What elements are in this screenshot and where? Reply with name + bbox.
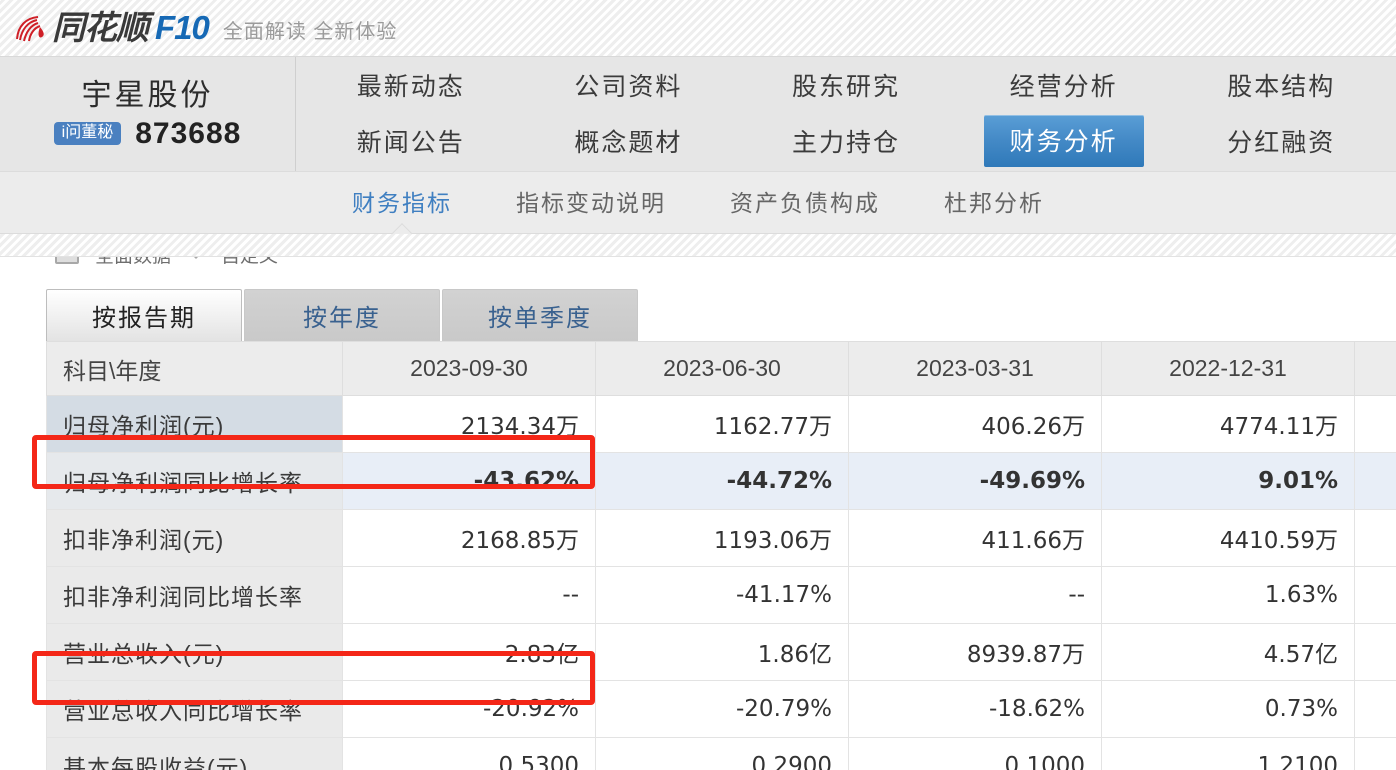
cell-value: 4774.11万 (1101, 395, 1355, 453)
row-label: 扣非净利润(元) (46, 509, 343, 567)
subnav-item-balance-composition[interactable]: 资产负债构成 (730, 189, 880, 216)
stock-code: 873688 (135, 116, 242, 150)
cell-value: -20.79% (595, 680, 849, 738)
nav-items: 最新动态 公司资料 股东研究 经营分析 股本结构 新闻公告 概念题材 主力持仓 … (296, 57, 1396, 171)
subnav-item-dupont-analysis[interactable]: 杜邦分析 (944, 189, 1044, 216)
nav-item-institutional-holdings[interactable]: 主力持仓 (791, 129, 900, 157)
cell-value: -44.72% (595, 452, 849, 510)
tab-by-report-period[interactable]: 按报告期 (46, 289, 242, 341)
tab-by-year[interactable]: 按年度 (244, 289, 440, 341)
row-label: 营业总收入(元) (46, 623, 343, 681)
cell-value: -49.69% (848, 452, 1102, 510)
cell-value: -43.62% (342, 452, 596, 510)
period-tabs: 按报告期 按年度 按单季度 (0, 287, 1396, 341)
content-top-strip (0, 234, 1396, 257)
cell-value: 1.86亿 (595, 623, 849, 681)
nav-item-operating-analysis[interactable]: 经营分析 (1009, 73, 1118, 101)
cell-value: 2.83亿 (342, 623, 596, 681)
stock-identity: 宇星股份 i问董秘 873688 (0, 57, 296, 171)
nav-item-latest[interactable]: 最新动态 (356, 73, 465, 101)
chevron-down-icon[interactable] (187, 257, 206, 259)
table-row: 营业总收入同比增长率 -20.92% -20.79% -18.62% 0.73% (46, 680, 1396, 738)
cell-value-partial (1354, 395, 1396, 453)
cell-value: 0.73% (1101, 680, 1355, 738)
header-subject-year: 科目\年度 (46, 341, 343, 396)
custom-label: 自定义 (221, 257, 278, 268)
brand-slogan: 全面解读 全新体验 (222, 20, 398, 43)
full-data-checkbox[interactable] (55, 257, 79, 264)
cell-value: 9.01% (1101, 452, 1355, 510)
cell-value: 2168.85万 (342, 509, 596, 567)
row-label: 基本每股收益(元) (46, 737, 343, 770)
row-label: 营业总收入同比增长率 (46, 680, 343, 738)
brand-bar: 同花顺 F10 全面解读 全新体验 (0, 0, 1396, 56)
cell-value: -- (848, 566, 1102, 624)
cell-value: 1.63% (1101, 566, 1355, 624)
nav-item-financial-analysis[interactable]: 财务分析 (983, 115, 1144, 167)
header-period-3[interactable]: 2022-12-31 (1101, 341, 1355, 396)
nav-item-shareholder-research[interactable]: 股东研究 (791, 73, 900, 101)
table-row: 扣非净利润(元) 2168.85万 1193.06万 411.66万 4410.… (46, 509, 1396, 567)
cell-value: -18.62% (848, 680, 1102, 738)
financial-table-wrapper: 科目\年度 2023-09-30 2023-06-30 2023-03-31 2… (0, 341, 1396, 770)
sub-navigation: 财务指标 指标变动说明 资产负债构成 杜邦分析 (0, 172, 1396, 234)
cell-value: -41.17% (595, 566, 849, 624)
ask-secretary-badge[interactable]: i问董秘 (53, 122, 122, 146)
main-navigation: 宇星股份 i问董秘 873688 最新动态 公司资料 股东研究 经营分析 股本结… (0, 56, 1396, 172)
cell-value: 2134.34万 (342, 395, 596, 453)
brand-product: F10 (155, 8, 210, 46)
cell-value-partial (1354, 452, 1396, 510)
cell-value: 8939.87万 (848, 623, 1102, 681)
nav-item-concept-themes[interactable]: 概念题材 (574, 129, 683, 157)
cell-value-partial (1354, 680, 1396, 738)
cell-value: 0.5300 (342, 737, 596, 770)
tab-by-single-quarter[interactable]: 按单季度 (442, 289, 638, 341)
data-options-row-clipped: 全面数据 自定义 (0, 257, 1396, 275)
subnav-item-financial-indicators[interactable]: 财务指标 (350, 182, 454, 224)
nav-item-company-profile[interactable]: 公司资料 (574, 73, 683, 101)
stock-name: 宇星股份 (81, 79, 214, 113)
header-period-2[interactable]: 2023-03-31 (848, 341, 1102, 396)
financial-indicators-table: 科目\年度 2023-09-30 2023-06-30 2023-03-31 2… (46, 341, 1396, 770)
table-row: 扣非净利润同比增长率 -- -41.17% -- 1.63% (46, 566, 1396, 624)
table-row: 归母净利润同比增长率 -43.62% -44.72% -49.69% 9.01% (46, 452, 1396, 510)
stock-code-row: i问董秘 873688 (53, 116, 242, 150)
cell-value: 1.2100 (1101, 737, 1355, 770)
header-period-1[interactable]: 2023-06-30 (595, 341, 849, 396)
cell-value-partial (1354, 623, 1396, 681)
table-row: 营业总收入(元) 2.83亿 1.86亿 8939.87万 4.57亿 (46, 623, 1396, 681)
cell-value: -- (342, 566, 596, 624)
cell-value: 0.2900 (595, 737, 849, 770)
nav-item-share-structure[interactable]: 股本结构 (1227, 73, 1336, 101)
nav-item-dividend-financing[interactable]: 分红融资 (1227, 129, 1336, 157)
cell-value: 0.1000 (848, 737, 1102, 770)
cell-value: 4410.59万 (1101, 509, 1355, 567)
cell-value: 411.66万 (848, 509, 1102, 567)
row-label: 扣非净利润同比增长率 (46, 566, 343, 624)
cell-value-partial (1354, 566, 1396, 624)
cell-value: 1162.77万 (595, 395, 849, 453)
header-period-partial (1354, 341, 1396, 396)
subnav-item-indicator-changes[interactable]: 指标变动说明 (516, 189, 666, 216)
full-data-label: 全面数据 (95, 257, 171, 268)
cell-value: -20.92% (342, 680, 596, 738)
cell-value: 1193.06万 (595, 509, 849, 567)
brand-name: 同花顺 (52, 8, 149, 46)
row-label: 归母净利润(元) (46, 395, 343, 453)
header-period-0[interactable]: 2023-09-30 (342, 341, 596, 396)
table-header-row: 科目\年度 2023-09-30 2023-06-30 2023-03-31 2… (46, 341, 1396, 396)
table-row: 基本每股收益(元) 0.5300 0.2900 0.1000 1.2100 (46, 737, 1396, 770)
cell-value-partial (1354, 737, 1396, 770)
cell-value-partial (1354, 509, 1396, 567)
row-label: 归母净利润同比增长率 (46, 452, 343, 510)
cell-value: 406.26万 (848, 395, 1102, 453)
tonghuashun-fan-logo-icon (14, 14, 48, 44)
cell-value: 4.57亿 (1101, 623, 1355, 681)
nav-item-news-announcements[interactable]: 新闻公告 (356, 129, 465, 157)
table-row: 归母净利润(元) 2134.34万 1162.77万 406.26万 4774.… (46, 395, 1396, 453)
